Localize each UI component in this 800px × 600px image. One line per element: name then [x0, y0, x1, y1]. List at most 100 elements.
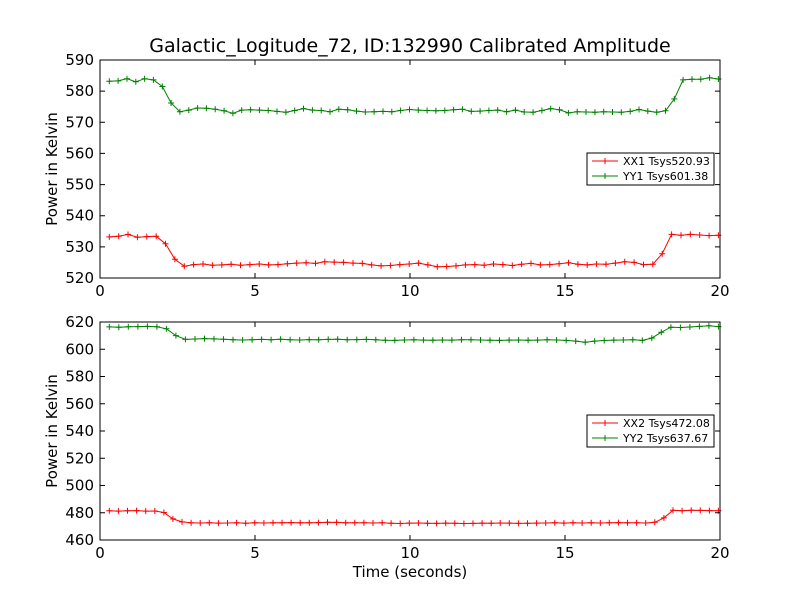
data-point — [686, 324, 693, 330]
y-tick-label: 460 — [65, 531, 94, 549]
x-tick-label: 10 — [400, 544, 419, 562]
x-tick-label: 0 — [95, 282, 105, 300]
data-point — [603, 261, 609, 268]
data-point — [579, 520, 586, 526]
data-point — [588, 519, 595, 526]
data-point — [649, 261, 656, 268]
data-point — [372, 336, 379, 343]
data-point — [233, 519, 240, 526]
series-markers-1-1 — [106, 231, 722, 270]
data-point — [228, 261, 235, 268]
data-point — [450, 106, 457, 113]
data-point — [660, 514, 667, 521]
data-point — [415, 107, 422, 114]
data-point — [192, 336, 198, 342]
data-point — [633, 519, 640, 526]
data-point — [705, 322, 712, 329]
data-point — [538, 107, 545, 114]
data-point — [342, 519, 349, 526]
data-point — [429, 337, 436, 344]
data-point — [697, 507, 704, 514]
data-point — [309, 107, 316, 114]
data-point — [201, 335, 208, 342]
data-point — [658, 329, 665, 336]
data-point — [706, 507, 713, 514]
data-point — [291, 107, 298, 114]
data-point — [251, 519, 258, 526]
data-point — [368, 261, 375, 268]
data-point — [597, 520, 604, 526]
data-point — [215, 520, 222, 527]
data-point — [612, 260, 619, 267]
data-point — [380, 108, 386, 115]
data-point — [499, 261, 506, 268]
data-point — [688, 507, 695, 514]
data-point — [200, 261, 206, 267]
data-point — [334, 336, 341, 343]
series-markers-1-2 — [106, 74, 722, 117]
data-point — [106, 507, 113, 514]
y-axis-label: Power in Kelvin — [43, 112, 61, 226]
data-point — [350, 260, 356, 267]
data-point — [315, 519, 322, 526]
data-point — [325, 336, 332, 343]
data-point — [151, 508, 158, 514]
data-point — [359, 260, 366, 267]
data-point — [618, 109, 625, 116]
data-point — [524, 520, 531, 527]
data-point — [560, 520, 567, 527]
data-point — [432, 107, 439, 114]
data-point — [479, 520, 486, 527]
data-point — [212, 106, 219, 113]
panel-2: 0 5 10 15 20 460 480 500 520 540 560 580 600 620 Power… — [43, 313, 730, 581]
x-tick-label: 20 — [710, 282, 729, 300]
data-point — [636, 106, 642, 113]
legend-entry: YY2 Tsys637.67 — [622, 432, 708, 445]
data-point — [335, 106, 342, 113]
data-point — [270, 519, 276, 526]
data-point — [247, 106, 254, 113]
data-point — [321, 258, 328, 265]
data-point — [230, 336, 236, 343]
data-point — [379, 519, 386, 526]
y-tick-label: 560 — [65, 144, 94, 162]
data-point — [600, 108, 607, 115]
data-point — [639, 337, 646, 344]
data-point — [624, 519, 631, 526]
data-point — [363, 336, 370, 343]
data-point — [470, 520, 476, 527]
data-point — [163, 325, 170, 332]
x-tick-label: 15 — [555, 282, 574, 300]
data-point — [477, 108, 484, 115]
data-point — [115, 77, 122, 84]
data-point — [134, 323, 141, 330]
data-point — [277, 336, 284, 343]
data-point — [303, 259, 310, 266]
data-point — [433, 520, 440, 527]
data-point — [629, 336, 636, 343]
data-point — [406, 520, 413, 527]
data-point — [609, 109, 616, 115]
data-point — [410, 336, 417, 343]
data-point — [458, 336, 465, 343]
data-point — [506, 337, 513, 344]
data-point — [353, 336, 360, 343]
data-point — [706, 74, 713, 81]
y-tick-label: 550 — [65, 176, 94, 194]
y-tick-label: 500 — [65, 477, 94, 495]
data-point — [621, 258, 628, 265]
data-point — [106, 323, 113, 330]
data-point — [239, 337, 246, 343]
data-point — [268, 336, 275, 343]
data-point — [351, 519, 358, 526]
data-point — [160, 509, 167, 516]
data-point — [490, 261, 497, 267]
data-point — [327, 108, 333, 115]
x-tick-label: 5 — [250, 544, 260, 562]
data-point — [333, 519, 340, 526]
data-point — [420, 337, 427, 344]
data-point — [574, 108, 581, 115]
data-point — [697, 76, 704, 83]
data-point — [282, 109, 289, 116]
data-point — [530, 109, 537, 116]
